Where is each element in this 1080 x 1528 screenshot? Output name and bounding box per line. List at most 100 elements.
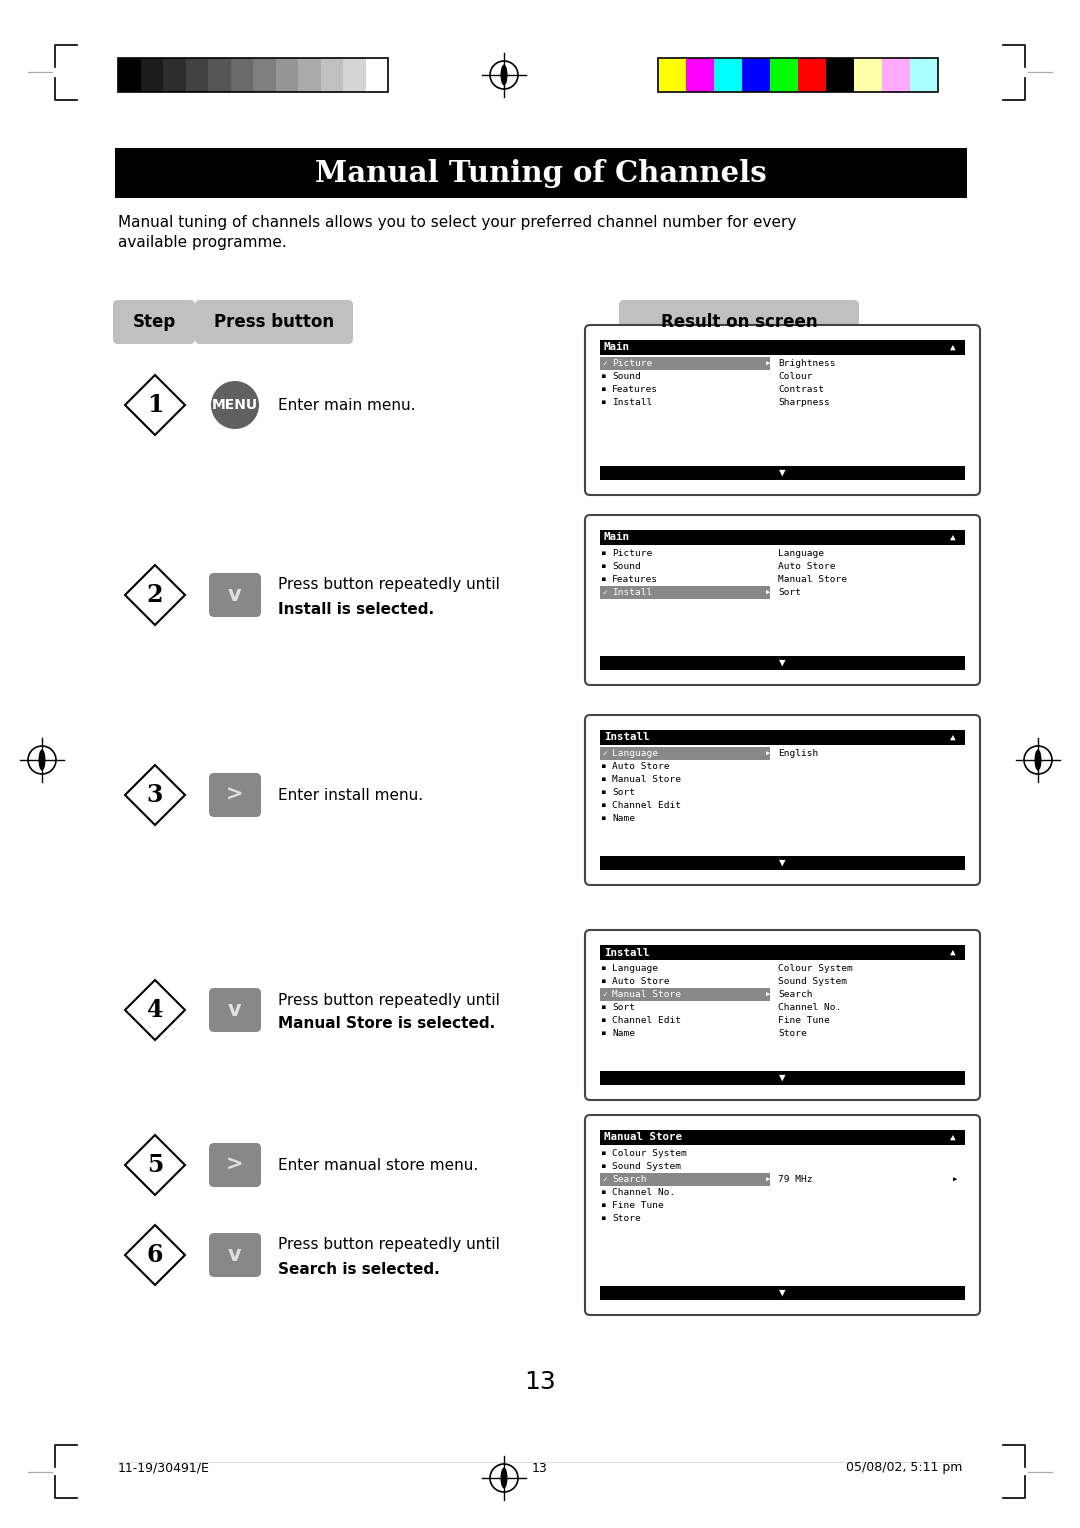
Text: Picture: Picture (612, 549, 652, 558)
Text: ■: ■ (602, 1216, 606, 1221)
Text: Main: Main (604, 342, 630, 353)
Text: Press button: Press button (214, 313, 334, 332)
Bar (600, 1131, 966, 1144)
Text: Step: Step (133, 313, 176, 332)
Text: ▶: ▶ (766, 590, 771, 596)
FancyBboxPatch shape (113, 299, 195, 344)
Bar (163, 58, 186, 92)
Text: Language: Language (612, 964, 658, 973)
Text: Store: Store (779, 1028, 807, 1038)
Text: ▼: ▼ (780, 1288, 786, 1297)
Text: ✓: ✓ (602, 990, 607, 999)
Bar (140, 58, 163, 92)
Text: Manual Store: Manual Store (779, 575, 847, 584)
Text: ■: ■ (602, 764, 606, 769)
Text: Picture: Picture (612, 359, 652, 368)
Text: 2: 2 (147, 584, 163, 607)
Text: ▼: ▼ (780, 468, 786, 478)
Text: ■: ■ (602, 400, 606, 405)
Bar (186, 58, 208, 92)
Text: Sort: Sort (612, 788, 635, 798)
Text: ■: ■ (602, 1190, 606, 1195)
Ellipse shape (500, 64, 508, 86)
FancyBboxPatch shape (585, 715, 980, 885)
Text: Install: Install (604, 732, 649, 743)
Text: ■: ■ (602, 790, 606, 795)
Text: MENU: MENU (212, 397, 258, 413)
Text: Colour System: Colour System (779, 964, 853, 973)
Text: 11-19/30491/E: 11-19/30491/E (118, 1461, 210, 1475)
Bar (600, 587, 770, 599)
Bar (600, 730, 966, 746)
Text: 1: 1 (147, 393, 163, 417)
Text: Sort: Sort (779, 588, 801, 597)
Text: v: v (228, 1245, 242, 1265)
Text: ▶: ▶ (766, 750, 771, 756)
Text: Main: Main (604, 532, 630, 542)
Text: Language: Language (612, 749, 658, 758)
Text: >: > (226, 1155, 244, 1175)
Text: Sound System: Sound System (779, 976, 847, 986)
Text: Manual Store: Manual Store (604, 1132, 681, 1143)
Bar (600, 358, 770, 370)
Bar (365, 58, 388, 92)
Text: ▼: ▼ (780, 859, 786, 868)
Text: Contrast: Contrast (779, 385, 824, 394)
Text: Search: Search (612, 1175, 647, 1184)
Bar (686, 58, 714, 92)
Text: Channel No.: Channel No. (612, 1187, 675, 1196)
FancyBboxPatch shape (210, 773, 261, 817)
Text: Colour System: Colour System (612, 1149, 687, 1158)
Text: ▲: ▲ (950, 733, 956, 743)
Text: 13: 13 (532, 1461, 548, 1475)
Ellipse shape (1035, 750, 1041, 770)
Text: ■: ■ (602, 578, 606, 582)
Text: Features: Features (612, 385, 658, 394)
Text: ▲: ▲ (950, 947, 956, 957)
Text: Channel Edit: Channel Edit (612, 801, 681, 810)
FancyBboxPatch shape (585, 515, 980, 685)
Text: Features: Features (612, 575, 658, 584)
Bar (714, 58, 742, 92)
Text: Press button repeatedly until: Press button repeatedly until (278, 1238, 500, 1253)
Text: Manual Store: Manual Store (612, 775, 681, 784)
Text: 4: 4 (147, 998, 163, 1022)
Bar (600, 856, 966, 869)
FancyBboxPatch shape (585, 1115, 980, 1316)
Bar (118, 58, 140, 92)
Text: ▶: ▶ (766, 361, 771, 367)
Bar (600, 656, 966, 669)
FancyBboxPatch shape (210, 989, 261, 1031)
Text: ✓: ✓ (602, 359, 607, 368)
Text: Search is selected.: Search is selected. (278, 1262, 440, 1276)
Text: Sound System: Sound System (612, 1161, 681, 1170)
Text: Sort: Sort (612, 1002, 635, 1012)
Text: Sound: Sound (612, 562, 640, 571)
Text: 13: 13 (524, 1371, 556, 1394)
Text: Brightness: Brightness (779, 359, 836, 368)
Bar (600, 466, 966, 480)
Text: ✓: ✓ (602, 1175, 607, 1184)
Text: ▼: ▼ (780, 659, 786, 668)
Text: ■: ■ (602, 804, 606, 808)
Bar (600, 747, 770, 759)
Bar (826, 58, 854, 92)
Text: Sharpness: Sharpness (779, 397, 831, 406)
Text: ■: ■ (602, 1203, 606, 1209)
Text: ▶: ▶ (766, 1177, 771, 1183)
Text: ■: ■ (602, 552, 606, 556)
Text: ■: ■ (602, 374, 606, 379)
Text: Name: Name (612, 1028, 635, 1038)
Circle shape (211, 380, 259, 429)
Text: ✓: ✓ (602, 588, 607, 597)
Bar (600, 989, 770, 1001)
FancyBboxPatch shape (210, 573, 261, 617)
Text: ▶: ▶ (953, 1177, 958, 1183)
Text: v: v (228, 585, 242, 605)
Bar (114, 148, 967, 199)
Text: ▼: ▼ (780, 1073, 786, 1083)
Text: Install: Install (612, 397, 652, 406)
Bar (600, 1287, 966, 1300)
Bar (253, 58, 275, 92)
Text: ■: ■ (602, 816, 606, 821)
